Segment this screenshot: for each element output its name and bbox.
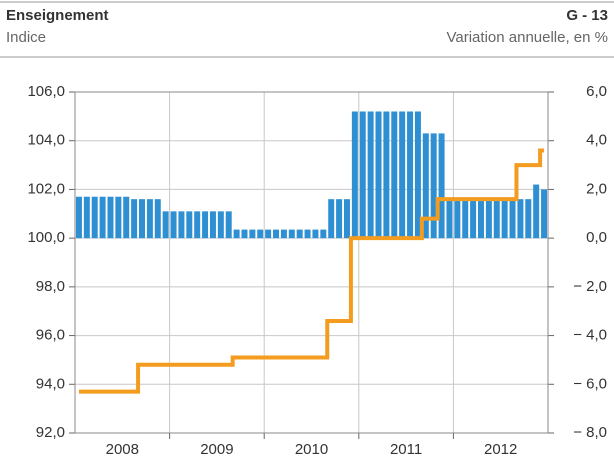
- bar: [407, 111, 414, 239]
- y-tick-label: 100,0: [27, 229, 65, 246]
- bar: [312, 229, 319, 239]
- chart-code: G - 13: [566, 7, 608, 24]
- bar: [123, 196, 130, 239]
- bar: [273, 229, 280, 239]
- bar: [139, 199, 146, 239]
- bar: [217, 211, 224, 239]
- left-axis-label: Indice: [6, 29, 46, 46]
- plot-frame: [74, 91, 549, 434]
- y-tick-label: 96,0: [36, 327, 65, 344]
- bar: [170, 211, 177, 239]
- bar: [225, 211, 232, 239]
- y-tick-label: 92,0: [36, 424, 65, 441]
- bar: [383, 111, 390, 239]
- bar: [336, 199, 343, 239]
- bar: [509, 199, 516, 239]
- bar: [288, 229, 295, 239]
- bar: [186, 211, 193, 239]
- bar: [485, 199, 492, 239]
- y-tick-label: 94,0: [36, 375, 65, 392]
- bar: [249, 229, 256, 239]
- bar: [131, 199, 138, 239]
- bar: [328, 199, 335, 239]
- bar: [399, 111, 406, 239]
- bar: [146, 199, 153, 239]
- bar: [391, 111, 398, 239]
- chart-title: Enseignement: [6, 7, 109, 24]
- bar: [209, 211, 216, 239]
- line: [78, 148, 545, 394]
- y2-tick-label: 4,0: [586, 132, 607, 149]
- bar: [91, 196, 98, 239]
- bar: [470, 199, 477, 239]
- y2-tick-label: 0,0: [586, 229, 607, 246]
- y-tick-label: 106,0: [27, 83, 65, 100]
- y2-tick-label: 6,0: [586, 83, 607, 100]
- bar: [202, 211, 209, 239]
- x-tick-label: 2012: [484, 441, 517, 458]
- bar: [533, 184, 540, 239]
- right-axis-label: Variation annuelle, en %: [447, 29, 609, 46]
- bar: [320, 229, 327, 239]
- y2-tick-label: − 8,0: [573, 424, 607, 441]
- y2-tick-label: 2,0: [586, 180, 607, 197]
- bar: [75, 196, 82, 239]
- y2-tick-label: − 6,0: [573, 375, 607, 392]
- bar: [477, 199, 484, 239]
- bar: [154, 199, 161, 239]
- bar: [115, 196, 122, 239]
- x-tick-label: 2009: [200, 441, 233, 458]
- bar: [265, 229, 272, 239]
- bar: [430, 133, 437, 239]
- bar: [517, 199, 524, 239]
- bar: [525, 199, 532, 239]
- bar: [233, 229, 240, 239]
- x-tick-label: 2011: [390, 441, 422, 458]
- bar: [375, 111, 382, 239]
- bar: [351, 111, 358, 239]
- bar: [99, 196, 106, 239]
- y-tick-label: 102,0: [27, 180, 65, 197]
- bar: [501, 199, 508, 239]
- x-tick-label: 2008: [106, 441, 139, 458]
- x-tick-label: 2010: [295, 441, 328, 458]
- bar: [162, 211, 169, 239]
- bar: [359, 111, 366, 239]
- bar: [304, 229, 311, 239]
- bar: [343, 199, 350, 239]
- bar: [367, 111, 374, 239]
- y-tick-label: 104,0: [27, 132, 65, 149]
- bar: [462, 199, 469, 239]
- bar: [280, 229, 287, 239]
- bar: [422, 133, 429, 239]
- bar: [257, 229, 264, 239]
- y-tick-label: 98,0: [36, 278, 65, 295]
- bar: [194, 211, 201, 239]
- bar: [454, 199, 461, 239]
- bar: [541, 189, 548, 239]
- bar: [107, 196, 114, 239]
- bar: [241, 229, 248, 239]
- bar: [296, 229, 303, 239]
- bar: [446, 199, 453, 239]
- bar: [83, 196, 90, 239]
- bar: [493, 199, 500, 239]
- bar: [414, 111, 421, 239]
- bar: [178, 211, 185, 239]
- y2-tick-label: − 2,0: [573, 278, 607, 295]
- bar: [438, 133, 445, 239]
- y2-tick-label: − 4,0: [573, 327, 607, 344]
